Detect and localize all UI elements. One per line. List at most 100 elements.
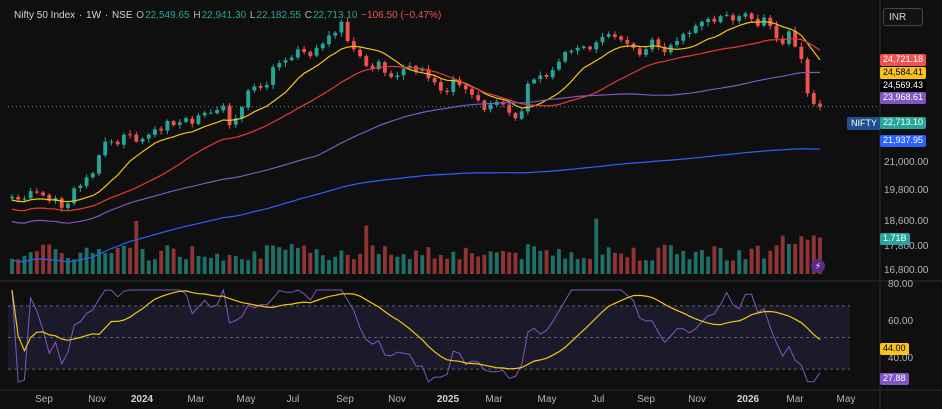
close-label: C: [304, 10, 312, 21]
candle-body: [786, 31, 791, 44]
volume-bar: [749, 248, 754, 274]
volume-bar: [196, 255, 201, 274]
candle-body: [308, 51, 313, 57]
volume-bar: [264, 245, 269, 274]
volume-bar: [451, 251, 456, 274]
high-value: 22,941.30: [201, 10, 247, 21]
volume-bar: [612, 252, 617, 274]
candle-body: [706, 18, 711, 23]
volume-bar: [525, 244, 530, 274]
candle-body: [302, 48, 307, 53]
candle-body: [10, 196, 14, 199]
candle-body: [637, 48, 642, 55]
candle-body: [557, 61, 561, 70]
ticker-label: NIFTY: [847, 117, 881, 130]
candle-body: [395, 75, 400, 78]
volume-bar: [519, 259, 524, 274]
volume-bar: [637, 260, 642, 274]
volume-bar: [146, 260, 151, 274]
volume-bar: [333, 256, 338, 274]
candle-body: [358, 49, 362, 57]
candle-body: [687, 32, 692, 35]
candle-body: [805, 59, 810, 94]
lightning-icon[interactable]: ⚡: [811, 259, 825, 273]
volume-bar: [97, 249, 101, 274]
candle-body: [202, 112, 207, 116]
candle-body: [656, 39, 661, 47]
time-tick-label: Nov: [388, 394, 406, 405]
volume-bar: [650, 260, 655, 274]
candle-body: [252, 86, 257, 91]
candle-body: [72, 188, 77, 204]
volume-bar: [134, 220, 139, 274]
interval[interactable]: 1W: [86, 10, 102, 21]
volume-bar: [308, 252, 313, 274]
time-tick-label: 2026: [737, 394, 760, 405]
volume-bar: [240, 259, 244, 274]
time-tick-label: May: [538, 394, 557, 405]
candle-body: [351, 41, 356, 50]
candle-body: [532, 79, 537, 84]
candle-body: [66, 203, 70, 209]
rsi-line: [11, 288, 821, 383]
volume-bar: [793, 243, 798, 274]
candle-body: [644, 49, 648, 55]
volume-bar: [221, 260, 226, 274]
candle-body: [184, 118, 188, 122]
time-tick-label: 2024: [131, 394, 154, 405]
candle-body: [240, 107, 244, 119]
open-value: 22,549.65: [145, 10, 190, 21]
price-tick-label: 17,800.00: [884, 241, 929, 252]
candle-body: [662, 46, 667, 53]
volume-bar: [606, 247, 611, 274]
price-badge: 24,721.18: [880, 54, 927, 66]
price-badge: 21,937.95: [880, 135, 927, 147]
time-tick-label: May: [837, 394, 856, 405]
price-badge: 23,968.61: [880, 92, 927, 104]
symbol-name[interactable]: Nifty 50 Index: [14, 10, 76, 21]
candle-body: [227, 105, 232, 126]
time-tick-label: Nov: [88, 394, 106, 405]
time-tick-label: Mar: [786, 394, 804, 405]
candle-body: [525, 83, 530, 112]
volume-bar: [258, 258, 263, 274]
volume-bar: [364, 225, 369, 274]
candle-body: [774, 25, 779, 39]
volume-bar: [320, 255, 325, 274]
volume-bar: [47, 244, 52, 274]
candle-body: [619, 36, 624, 40]
volume-bar: [594, 218, 599, 274]
price-tick-label: 18,600.00: [884, 216, 929, 227]
candle-body: [376, 61, 381, 70]
candle-body: [364, 56, 369, 66]
candle-body: [650, 39, 655, 50]
volume-bar: [470, 253, 474, 274]
volume-bar: [731, 260, 735, 274]
volume-bar: [140, 248, 145, 274]
candle-body: [289, 57, 294, 60]
candle-body: [438, 82, 443, 91]
volume-bar: [59, 253, 64, 274]
volume-bar: [699, 250, 704, 274]
volume-bar: [811, 235, 816, 274]
currency-button[interactable]: INR: [883, 8, 923, 26]
candle-body: [482, 100, 487, 110]
price-badge: 24,584.41: [880, 67, 927, 79]
volume-bar: [351, 259, 356, 274]
candle-body: [333, 32, 338, 36]
candle-body: [519, 111, 524, 119]
volume-bar: [588, 258, 592, 274]
volume-bar: [768, 250, 773, 274]
candle-body: [699, 21, 704, 27]
volume-bar: [675, 254, 679, 274]
separator: ·: [76, 10, 86, 21]
volume-bar: [246, 260, 251, 274]
candle-body: [339, 21, 344, 33]
candle-body: [414, 66, 418, 72]
candle-body: [401, 68, 406, 76]
candle-body: [389, 73, 394, 77]
candle-body: [103, 141, 108, 156]
separator: ·: [102, 10, 111, 21]
low-value: 22,182.55: [256, 10, 301, 21]
